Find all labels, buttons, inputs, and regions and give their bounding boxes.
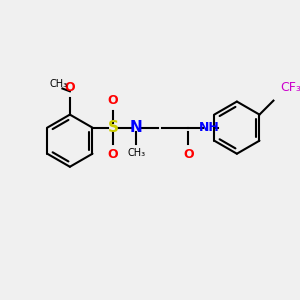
Text: CH₃: CH₃ xyxy=(127,148,145,158)
Text: NH: NH xyxy=(199,121,219,134)
Text: O: O xyxy=(64,81,75,94)
Text: S: S xyxy=(107,120,118,135)
Text: N: N xyxy=(130,120,142,135)
Text: O: O xyxy=(108,148,118,161)
Text: O: O xyxy=(108,94,118,107)
Text: O: O xyxy=(183,148,194,161)
Text: CH₃: CH₃ xyxy=(50,79,68,88)
Text: CF₃: CF₃ xyxy=(280,81,300,94)
